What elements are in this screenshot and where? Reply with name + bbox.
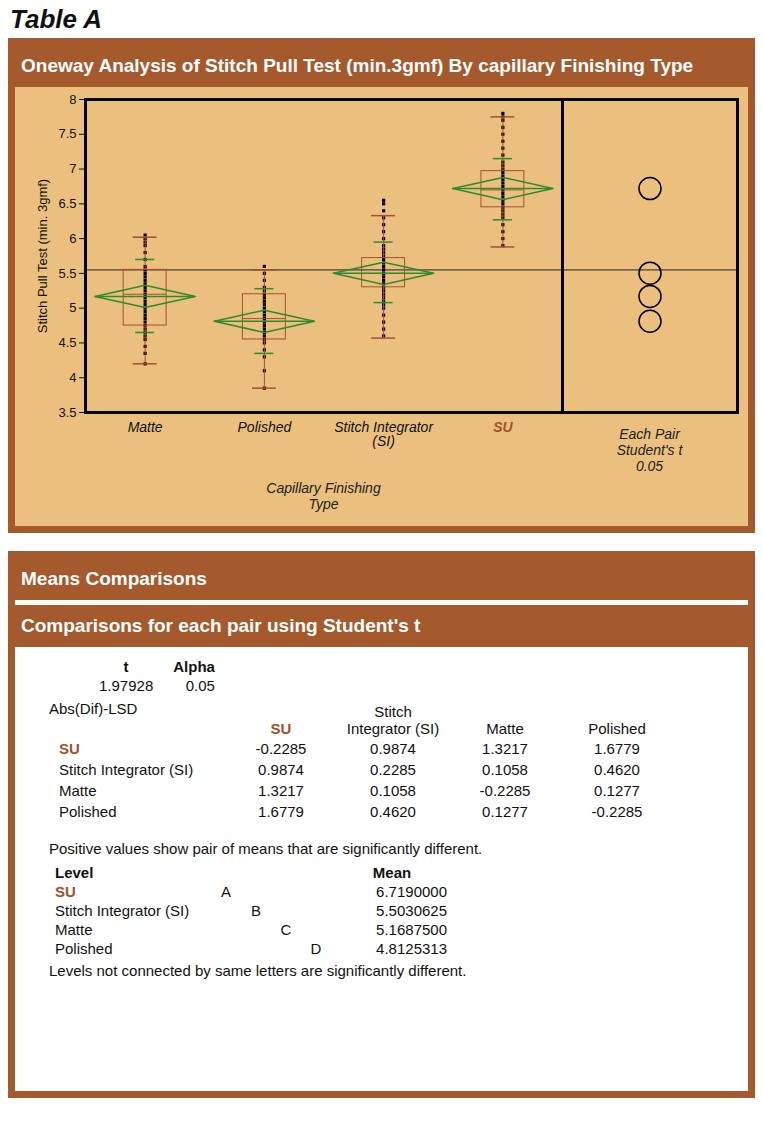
html-text:0.1277: 0.1277 bbox=[594, 782, 640, 799]
html-text:B: B bbox=[251, 902, 261, 919]
html-text:Polished: Polished bbox=[588, 720, 646, 737]
html-text:5.1687500: 5.1687500 bbox=[376, 921, 447, 938]
svg-text:4.5: 4.5 bbox=[58, 335, 76, 350]
html-text:SU: SU bbox=[55, 883, 76, 900]
svg-text:SU: SU bbox=[493, 419, 513, 435]
html-text:0.05: 0.05 bbox=[185, 677, 215, 694]
html-text:SU: SU bbox=[270, 720, 292, 737]
html-text:Positive values show pair of m: Positive values show pair of means that … bbox=[49, 840, 483, 857]
html-text:Levels not connected by same l: Levels not connected by same letters are… bbox=[49, 962, 467, 979]
html-text:0.1058: 0.1058 bbox=[370, 782, 416, 799]
html-text:4.8125313: 4.8125313 bbox=[376, 940, 447, 957]
html-text:Table A: Table A bbox=[10, 4, 102, 34]
html-text:-0.2285: -0.2285 bbox=[255, 740, 307, 757]
html-text:0.9874: 0.9874 bbox=[370, 740, 416, 757]
html-text:Stitch Integrator (SI): Stitch Integrator (SI) bbox=[55, 902, 190, 919]
html-text:-0.2285: -0.2285 bbox=[479, 782, 531, 799]
html-text:Oneway Analysis of Stitch Pull: Oneway Analysis of Stitch Pull Test (min… bbox=[21, 55, 694, 76]
html-text:0.2285: 0.2285 bbox=[370, 761, 416, 778]
html-text:6.7190000: 6.7190000 bbox=[376, 883, 447, 900]
svg-text:Stitch Integrator(SI): Stitch Integrator(SI) bbox=[334, 419, 434, 449]
html-text:0.4620: 0.4620 bbox=[370, 803, 416, 820]
html-text:0.1277: 0.1277 bbox=[482, 803, 528, 820]
html-text:5.5030625: 5.5030625 bbox=[376, 902, 447, 919]
html-text:A: A bbox=[221, 883, 231, 900]
svg-text:5.5: 5.5 bbox=[58, 266, 76, 281]
svg-text:8: 8 bbox=[69, 92, 76, 107]
svg-text:Stitch Pull Test (min. 3gmf): Stitch Pull Test (min. 3gmf) bbox=[35, 179, 50, 333]
html-text:Each Pair Student's t 0.05: Each Pair Student's t 0.05 bbox=[616, 426, 683, 474]
html-text:Abs(Dif)-LSD: Abs(Dif)-LSD bbox=[49, 700, 138, 717]
html-text:Matte: Matte bbox=[486, 720, 524, 737]
svg-text:7: 7 bbox=[69, 161, 76, 176]
svg-text:6.5: 6.5 bbox=[58, 196, 76, 211]
html-text:Comparisons for each pair usin: Comparisons for each pair using Student'… bbox=[21, 615, 421, 636]
svg-text:3.5: 3.5 bbox=[58, 405, 76, 420]
html-text:0.9874: 0.9874 bbox=[258, 761, 304, 778]
html-text:Alpha: Alpha bbox=[173, 658, 215, 675]
html-text:-0.2285: -0.2285 bbox=[591, 803, 643, 820]
html-text:Capillary Finishing Type: Capillary Finishing Type bbox=[266, 480, 381, 512]
html-text:Mean: Mean bbox=[372, 864, 412, 881]
html-text:1.3217: 1.3217 bbox=[482, 740, 528, 757]
html-text:Means Comparisons: Means Comparisons bbox=[21, 568, 207, 589]
html-text:Stitch Integrator (SI): Stitch Integrator (SI) bbox=[59, 761, 194, 778]
svg-text:5: 5 bbox=[69, 300, 76, 315]
html-text:D: D bbox=[310, 940, 322, 957]
html-text:1.6779: 1.6779 bbox=[258, 803, 304, 820]
html-text:t: t bbox=[123, 658, 129, 675]
html-text:Matte: Matte bbox=[59, 782, 97, 799]
html-text:SU: SU bbox=[59, 740, 80, 757]
html-text:0.1058: 0.1058 bbox=[482, 761, 528, 778]
html-text:Level: Level bbox=[55, 864, 94, 881]
html-text:Polished: Polished bbox=[59, 803, 117, 820]
html-text:Stitch Integrator (SI): Stitch Integrator (SI) bbox=[346, 703, 440, 737]
html-text:Matte: Matte bbox=[55, 921, 93, 938]
svg-text:Polished: Polished bbox=[238, 419, 293, 435]
html-text:1.97928: 1.97928 bbox=[99, 677, 154, 694]
html-text:Polished: Polished bbox=[55, 940, 113, 957]
svg-text:7.5: 7.5 bbox=[58, 126, 76, 141]
svg-text:4: 4 bbox=[69, 370, 76, 385]
html-text:1.3217: 1.3217 bbox=[258, 782, 304, 799]
svg-text:6: 6 bbox=[69, 231, 76, 246]
html-text:1.6779: 1.6779 bbox=[594, 740, 640, 757]
svg-text:Matte: Matte bbox=[128, 419, 163, 435]
html-text:C: C bbox=[280, 921, 292, 938]
html-text:0.4620: 0.4620 bbox=[594, 761, 640, 778]
